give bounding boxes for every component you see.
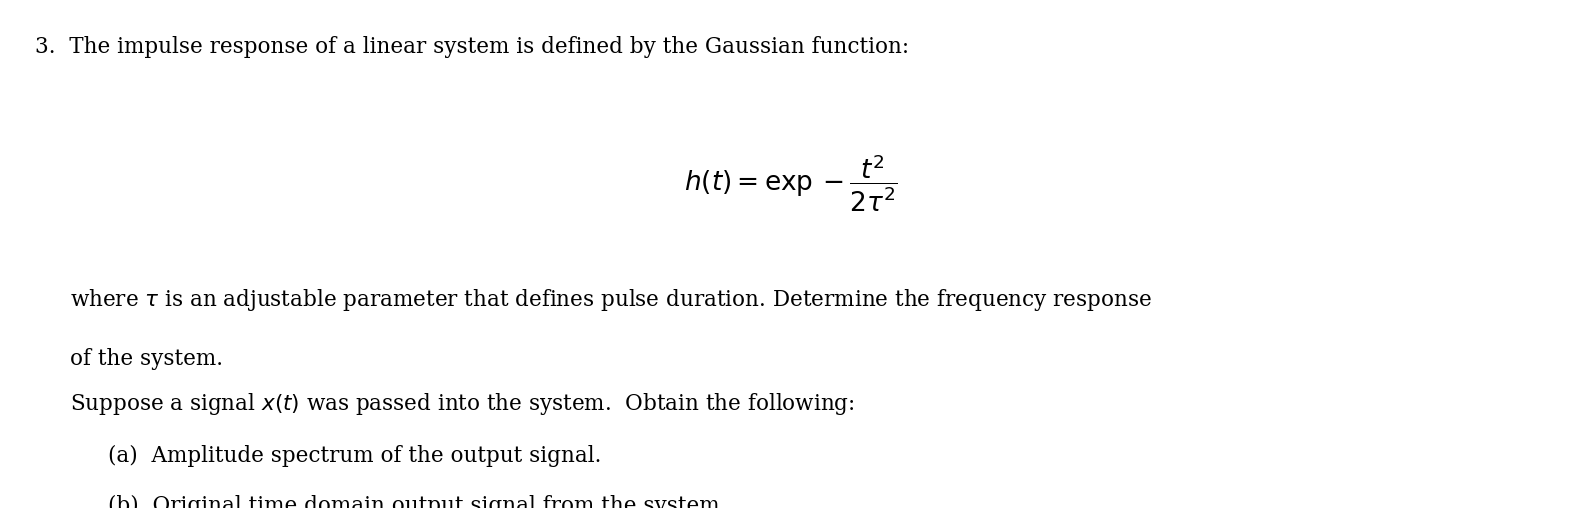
Text: (a)  Amplitude spectrum of the output signal.: (a) Amplitude spectrum of the output sig… (108, 444, 601, 466)
Text: Suppose a signal $x(t)$ was passed into the system.  Obtain the following:: Suppose a signal $x(t)$ was passed into … (70, 391, 854, 417)
Text: 3.  The impulse response of a linear system is defined by the Gaussian function:: 3. The impulse response of a linear syst… (35, 36, 910, 57)
Text: $h(t) = \exp -\dfrac{t^2}{2\tau^2}$: $h(t) = \exp -\dfrac{t^2}{2\tau^2}$ (683, 152, 899, 214)
Text: of the system.: of the system. (70, 348, 223, 370)
Text: (b)  Original time domain output signal from the system.: (b) Original time domain output signal f… (108, 495, 726, 508)
Text: where $\tau$ is an adjustable parameter that defines pulse duration. Determine t: where $\tau$ is an adjustable parameter … (70, 287, 1152, 313)
